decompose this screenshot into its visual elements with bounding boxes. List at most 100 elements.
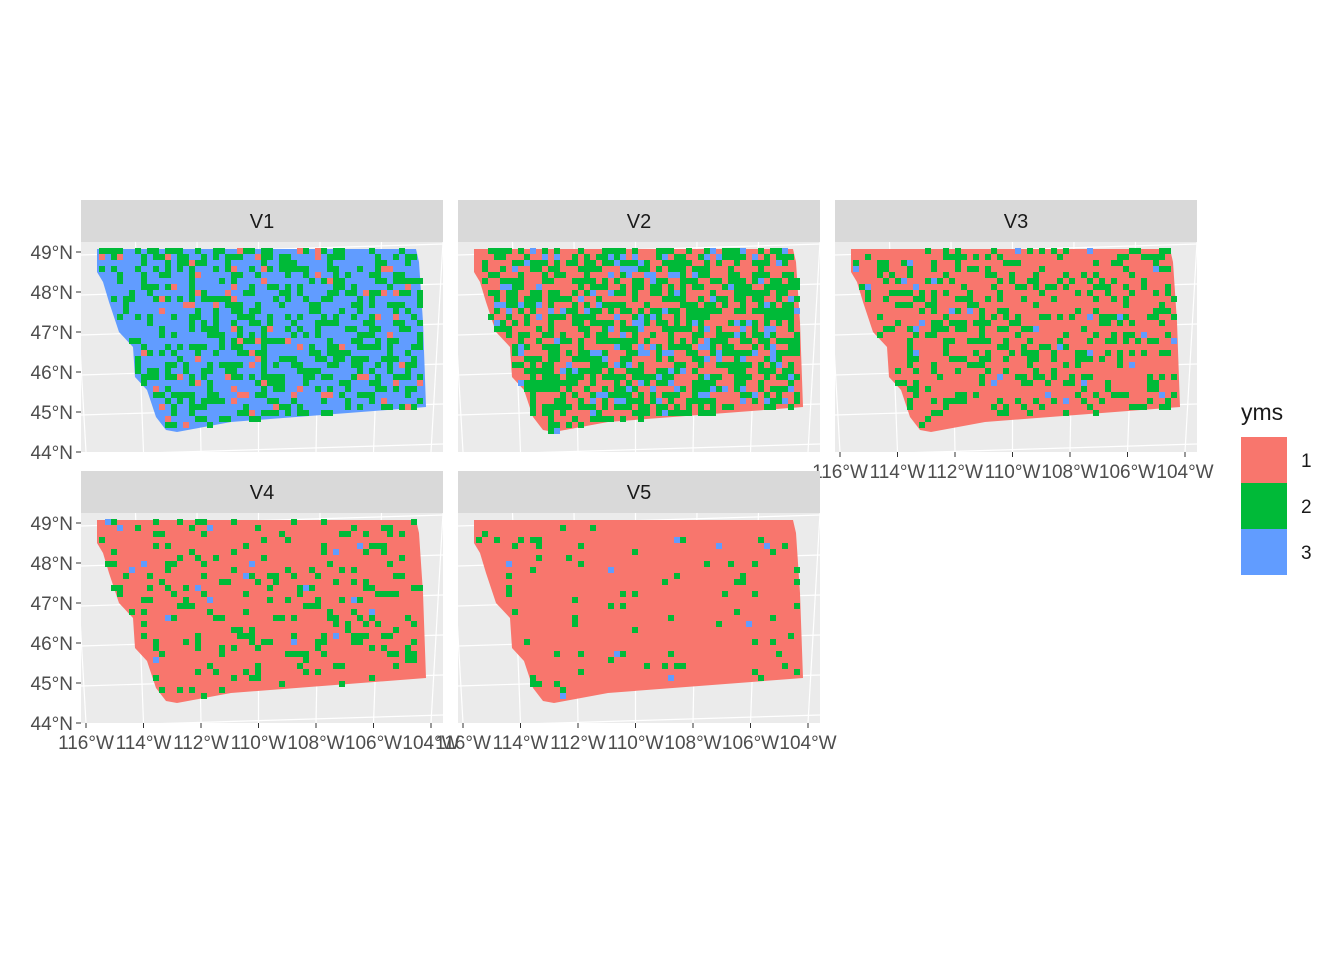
raster-cell [919,308,925,314]
raster-cell [686,260,692,266]
raster-cell [219,615,225,621]
raster-cell [740,573,746,579]
raster-cell [255,308,261,314]
raster-cell [566,404,572,410]
raster-cell [662,296,668,302]
raster-cell [1093,308,1099,314]
raster-cell [674,362,680,368]
raster-cell [512,302,518,308]
raster-cell [231,308,237,314]
raster-cell [913,386,919,392]
raster-cell [973,302,979,308]
raster-cell [399,248,405,254]
raster-cell [931,332,937,338]
raster-cell [1075,362,1081,368]
raster-cell [542,404,548,410]
raster-cell [644,260,650,266]
raster-cell [608,374,614,380]
raster-cell [1081,386,1087,392]
raster-cell [1075,356,1081,362]
raster-cell [602,254,608,260]
raster-cell [177,266,183,272]
raster-cell [698,410,704,416]
raster-cell [776,254,782,260]
raster-cell [255,320,261,326]
lon-tick-label: 114°W [870,462,926,483]
raster-cell [1171,314,1177,320]
raster-cell [578,543,584,549]
raster-cell [782,386,788,392]
raster-cell [524,254,530,260]
raster-cell [560,308,566,314]
raster-cell [937,410,943,416]
raster-cell [1027,410,1033,416]
raster-cell [249,639,255,645]
raster-cell [207,326,213,332]
raster-cell [207,663,213,669]
raster-cell [548,404,554,410]
raster-cell [405,284,411,290]
raster-cell [518,362,524,368]
raster-cell [285,567,291,573]
raster-cell [734,356,740,362]
raster-cell [572,314,578,320]
raster-cell [375,344,381,350]
raster-cell [339,308,345,314]
raster-cell [267,266,273,272]
raster-cell [237,627,243,633]
raster-cell [614,380,620,386]
raster-cell [1135,404,1141,410]
raster-cell [417,374,423,380]
raster-cell [788,320,794,326]
raster-cell [381,260,387,266]
raster-cell [692,356,698,362]
raster-cell [638,350,644,356]
raster-cell [267,314,273,320]
raster-cell [333,266,339,272]
raster-cell [710,386,716,392]
raster-cell [692,284,698,290]
raster-cell [656,356,662,362]
raster-cell [758,290,764,296]
raster-cell [608,368,614,374]
raster-cell [363,392,369,398]
raster-cell [315,603,321,609]
raster-cell [955,356,961,362]
raster-cell [626,392,632,398]
raster-cell [237,338,243,344]
raster-cell [662,260,668,266]
raster-cell [1039,344,1045,350]
raster-cell [183,585,189,591]
raster-cell [147,284,153,290]
raster-cell [500,326,506,332]
raster-cell [1105,350,1111,356]
raster-cell [369,332,375,338]
raster-cell [931,296,937,302]
raster-cell [877,314,883,320]
raster-cell [698,308,704,314]
raster-cell [704,314,710,320]
raster-cell [740,290,746,296]
raster-cell [907,404,913,410]
raster-cell [141,374,147,380]
raster-cell [315,645,321,651]
raster-cell [351,579,357,585]
raster-cell [608,254,614,260]
raster-cell [656,314,662,320]
raster-cell [728,344,734,350]
raster-cell [213,314,219,320]
raster-cell [303,657,309,663]
raster-cell [381,356,387,362]
raster-cell [931,320,937,326]
raster-cell [584,272,590,278]
raster-cell [704,260,710,266]
raster-cell [722,338,728,344]
raster-cell [973,350,979,356]
lat-tick-label: 47°N [31,594,73,615]
raster-cell [351,356,357,362]
raster-cell [381,386,387,392]
raster-cell [255,669,261,675]
raster-cell [740,332,746,338]
raster-cell [740,356,746,362]
raster-cell [859,284,865,290]
